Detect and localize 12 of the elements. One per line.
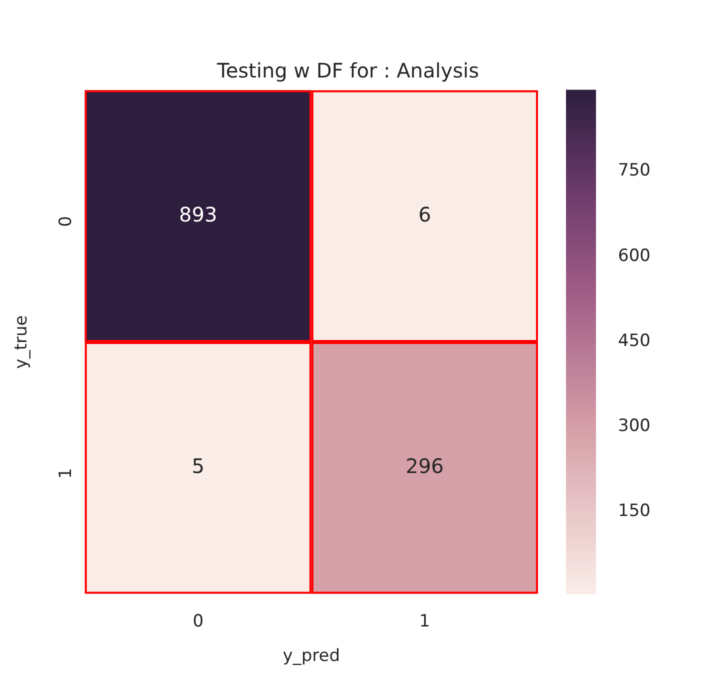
color-bar-label: 300 (618, 416, 650, 436)
color-bar-label: 600 (618, 246, 650, 266)
data-label: 893 (179, 202, 218, 226)
data-label: 6 (418, 202, 432, 226)
color-bar-label: 750 (618, 160, 650, 181)
y-axis-title: y_true (12, 315, 32, 369)
chart-title: Testing w DF for : Analysis (216, 58, 480, 82)
x-axis-title: y_pred (282, 646, 340, 666)
color-bar-label: 150 (618, 500, 650, 521)
color-bar-label: 450 (618, 330, 650, 351)
data-label: 5 (192, 454, 204, 478)
data-label: 296 (406, 454, 444, 478)
